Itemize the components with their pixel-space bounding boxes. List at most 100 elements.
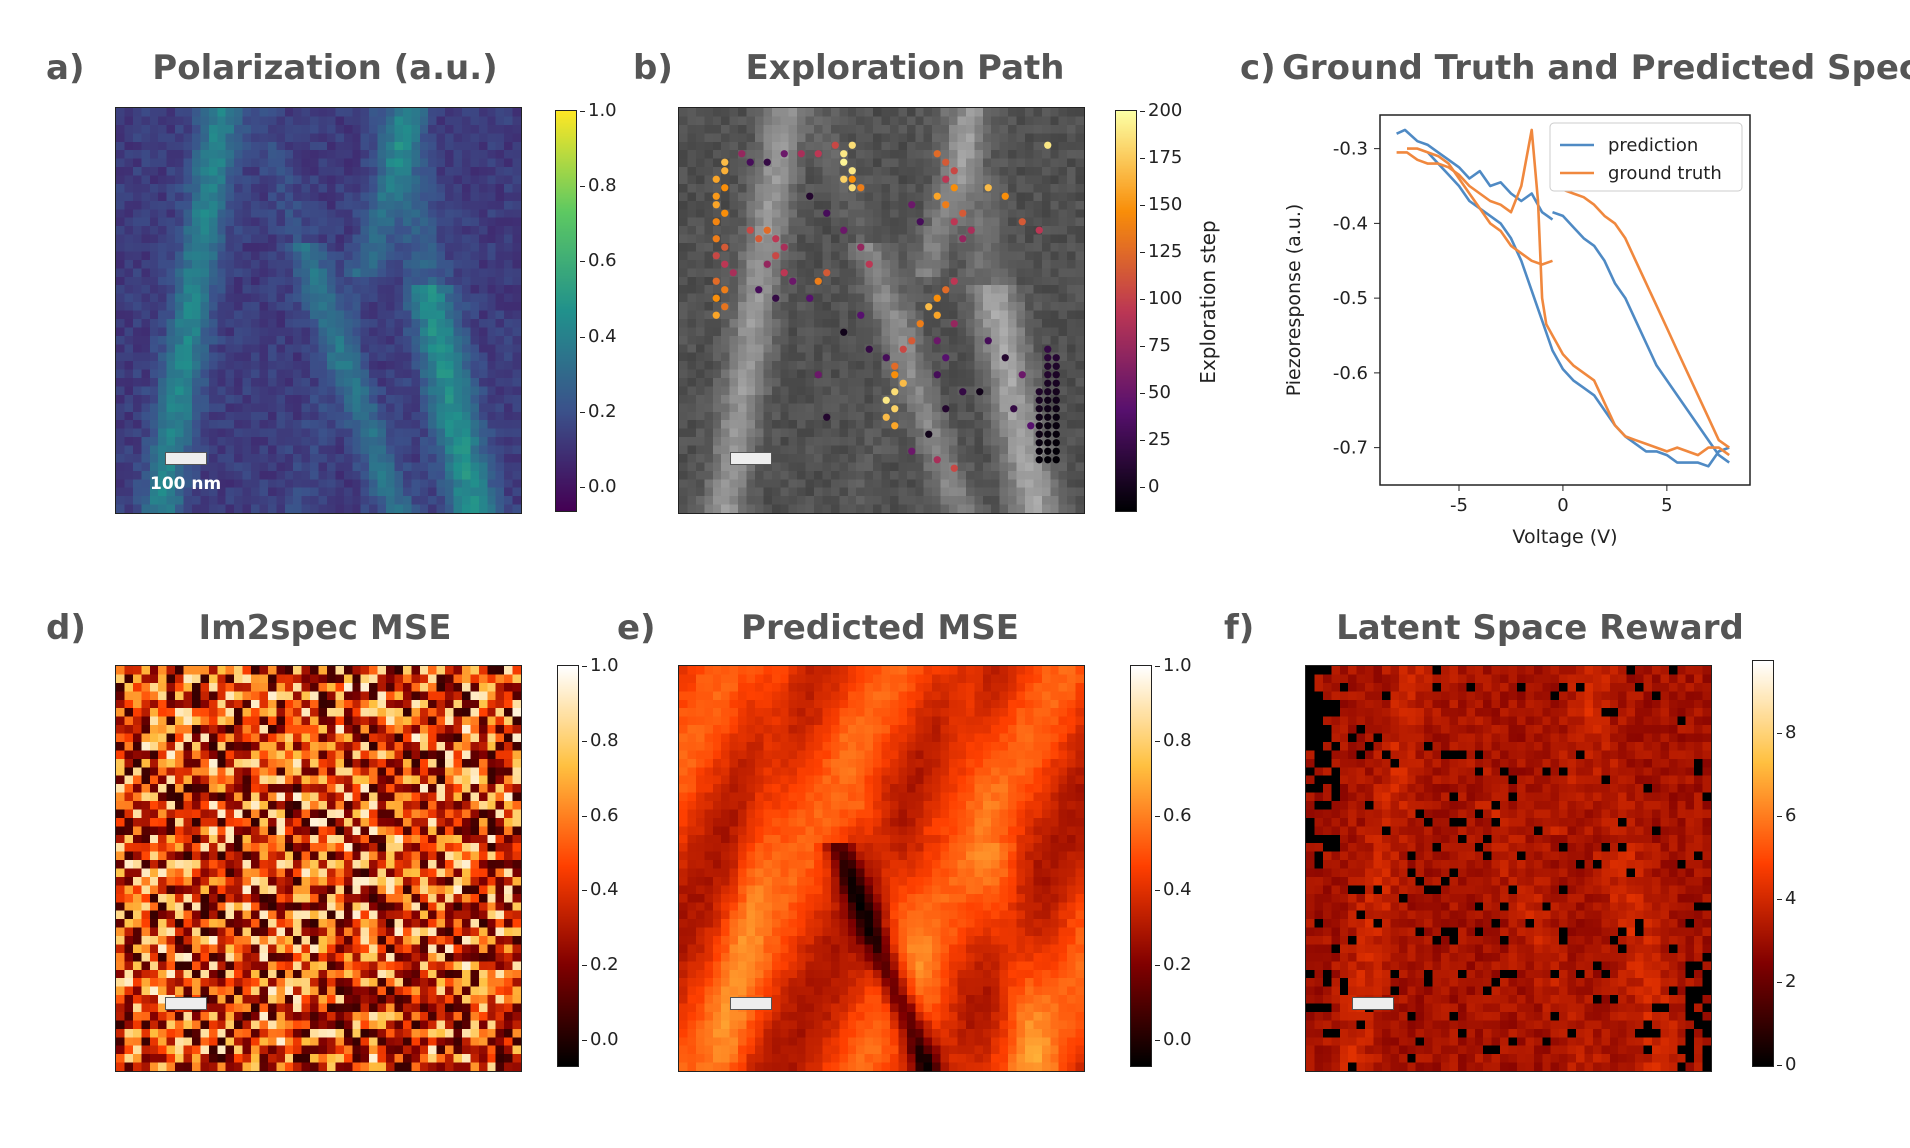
panel-b-letter: b) bbox=[633, 48, 673, 88]
exploration-point bbox=[780, 150, 788, 158]
exploration-point bbox=[950, 277, 958, 285]
exploration-point bbox=[712, 252, 720, 260]
exploration-point bbox=[712, 201, 720, 209]
latent-reward-heatmap bbox=[1305, 665, 1712, 1072]
scale-bar-a bbox=[165, 452, 207, 465]
exploration-point bbox=[959, 209, 967, 217]
exploration-point bbox=[823, 413, 831, 421]
exploration-point bbox=[712, 235, 720, 243]
exploration-point bbox=[1035, 439, 1043, 447]
exploration-point bbox=[721, 167, 729, 175]
exploration-path-map bbox=[678, 107, 1085, 514]
exploration-point bbox=[950, 464, 958, 472]
exploration-point bbox=[1035, 405, 1043, 413]
exploration-point bbox=[891, 388, 899, 396]
colorbar-tick-label: 0.0 bbox=[590, 1029, 619, 1050]
exploration-point bbox=[840, 150, 848, 158]
exploration-point bbox=[721, 184, 729, 192]
exploration-point bbox=[984, 337, 992, 345]
colorbar-tick-label: 0 bbox=[1785, 1054, 1797, 1075]
colorbar-tick-label: 175 bbox=[1148, 147, 1183, 168]
exploration-point bbox=[712, 294, 720, 302]
y-tick-label: -0.6 bbox=[1333, 363, 1368, 384]
exploration-point bbox=[933, 337, 941, 345]
exploration-point bbox=[950, 167, 958, 175]
exploration-point bbox=[1018, 371, 1026, 379]
panel-c-title: Ground Truth and Predicted Spectra bbox=[1282, 48, 1910, 88]
exploration-point bbox=[721, 243, 729, 251]
scale-bar-f bbox=[1352, 997, 1394, 1010]
exploration-point bbox=[908, 447, 916, 455]
predicted-mse-heatmap bbox=[678, 665, 1085, 1072]
exploration-point bbox=[1044, 362, 1052, 370]
colorbar-tick-label: 25 bbox=[1148, 429, 1171, 450]
legend-box bbox=[1549, 122, 1743, 192]
exploration-point bbox=[891, 422, 899, 430]
colorbar-tick-label: 1.0 bbox=[1163, 655, 1192, 676]
colorbar-tick-mark bbox=[1155, 965, 1160, 967]
exploration-point bbox=[780, 243, 788, 251]
colorbar-tick-label: 0.4 bbox=[1163, 879, 1192, 901]
exploration-point bbox=[1044, 447, 1052, 455]
scale-bar-d bbox=[165, 997, 207, 1010]
exploration-point bbox=[746, 158, 754, 166]
colorbar-tick-mark bbox=[580, 261, 585, 263]
colorbar-tick-label: 150 bbox=[1148, 194, 1183, 215]
exploration-point bbox=[806, 192, 814, 200]
colorbar-tick-mark bbox=[580, 336, 585, 338]
colorbar-tick-mark bbox=[582, 965, 587, 967]
colorbar-tick-label: 0.8 bbox=[590, 729, 619, 751]
colorbar-tick-label: 0.4 bbox=[588, 325, 617, 347]
exploration-point bbox=[1010, 405, 1018, 413]
exploration-point bbox=[916, 218, 924, 226]
colorbar-tick-mark bbox=[582, 666, 587, 667]
exploration-point bbox=[925, 303, 933, 311]
exploration-point bbox=[763, 226, 771, 234]
colorbar-tick-mark bbox=[580, 411, 585, 413]
exploration-point bbox=[848, 141, 856, 149]
exploration-point bbox=[772, 294, 780, 302]
colorbar-tick-label: 75 bbox=[1148, 335, 1171, 356]
colorbar-tick-mark bbox=[582, 890, 587, 892]
exploration-point bbox=[959, 235, 967, 243]
exploration-point bbox=[1052, 456, 1060, 464]
exploration-point bbox=[857, 311, 865, 319]
exploration-point bbox=[840, 175, 848, 183]
exploration-point bbox=[1044, 141, 1052, 149]
exploration-point bbox=[1018, 218, 1026, 226]
exploration-point bbox=[721, 260, 729, 268]
colorbar-b-label: Exploration step bbox=[1196, 220, 1220, 384]
exploration-point bbox=[950, 184, 958, 192]
colorbar-tick-label: 1.0 bbox=[588, 100, 617, 121]
panel-a-title: Polarization (a.u.) bbox=[152, 48, 498, 88]
series-line-ground-truth bbox=[1552, 184, 1730, 449]
colorbar-tick-label: 1.0 bbox=[590, 655, 619, 676]
exploration-point bbox=[882, 396, 890, 404]
exploration-point bbox=[916, 320, 924, 328]
colorbar-tick-mark bbox=[1140, 487, 1145, 488]
exploration-point bbox=[942, 201, 950, 209]
exploration-point bbox=[1035, 396, 1043, 404]
exploration-point bbox=[772, 252, 780, 260]
colorbar-tick-label: 0.8 bbox=[1163, 729, 1192, 751]
y-tick-label: -0.5 bbox=[1333, 288, 1368, 309]
colorbar-tick-mark bbox=[1777, 899, 1782, 900]
exploration-point bbox=[899, 379, 907, 387]
panel-f-title: Latent Space Reward bbox=[1336, 608, 1744, 648]
colorbar-tick-mark bbox=[580, 487, 585, 488]
exploration-point bbox=[712, 192, 720, 200]
exploration-point bbox=[1052, 379, 1060, 387]
panel-e-title: Predicted MSE bbox=[741, 608, 1019, 648]
exploration-point bbox=[763, 260, 771, 268]
exploration-point bbox=[942, 354, 950, 362]
exploration-point bbox=[755, 286, 763, 294]
exploration-point bbox=[848, 175, 856, 183]
colorbar-tick-mark bbox=[1777, 1065, 1782, 1066]
colorbar-tick-mark bbox=[1777, 982, 1782, 983]
colorbar-tick-label: 0.2 bbox=[588, 400, 617, 422]
exploration-point bbox=[1052, 396, 1060, 404]
exploration-point bbox=[1044, 430, 1052, 438]
scale-bar-e bbox=[730, 997, 772, 1010]
exploration-point bbox=[1044, 354, 1052, 362]
colorbar-tick-label: 8 bbox=[1785, 722, 1797, 743]
